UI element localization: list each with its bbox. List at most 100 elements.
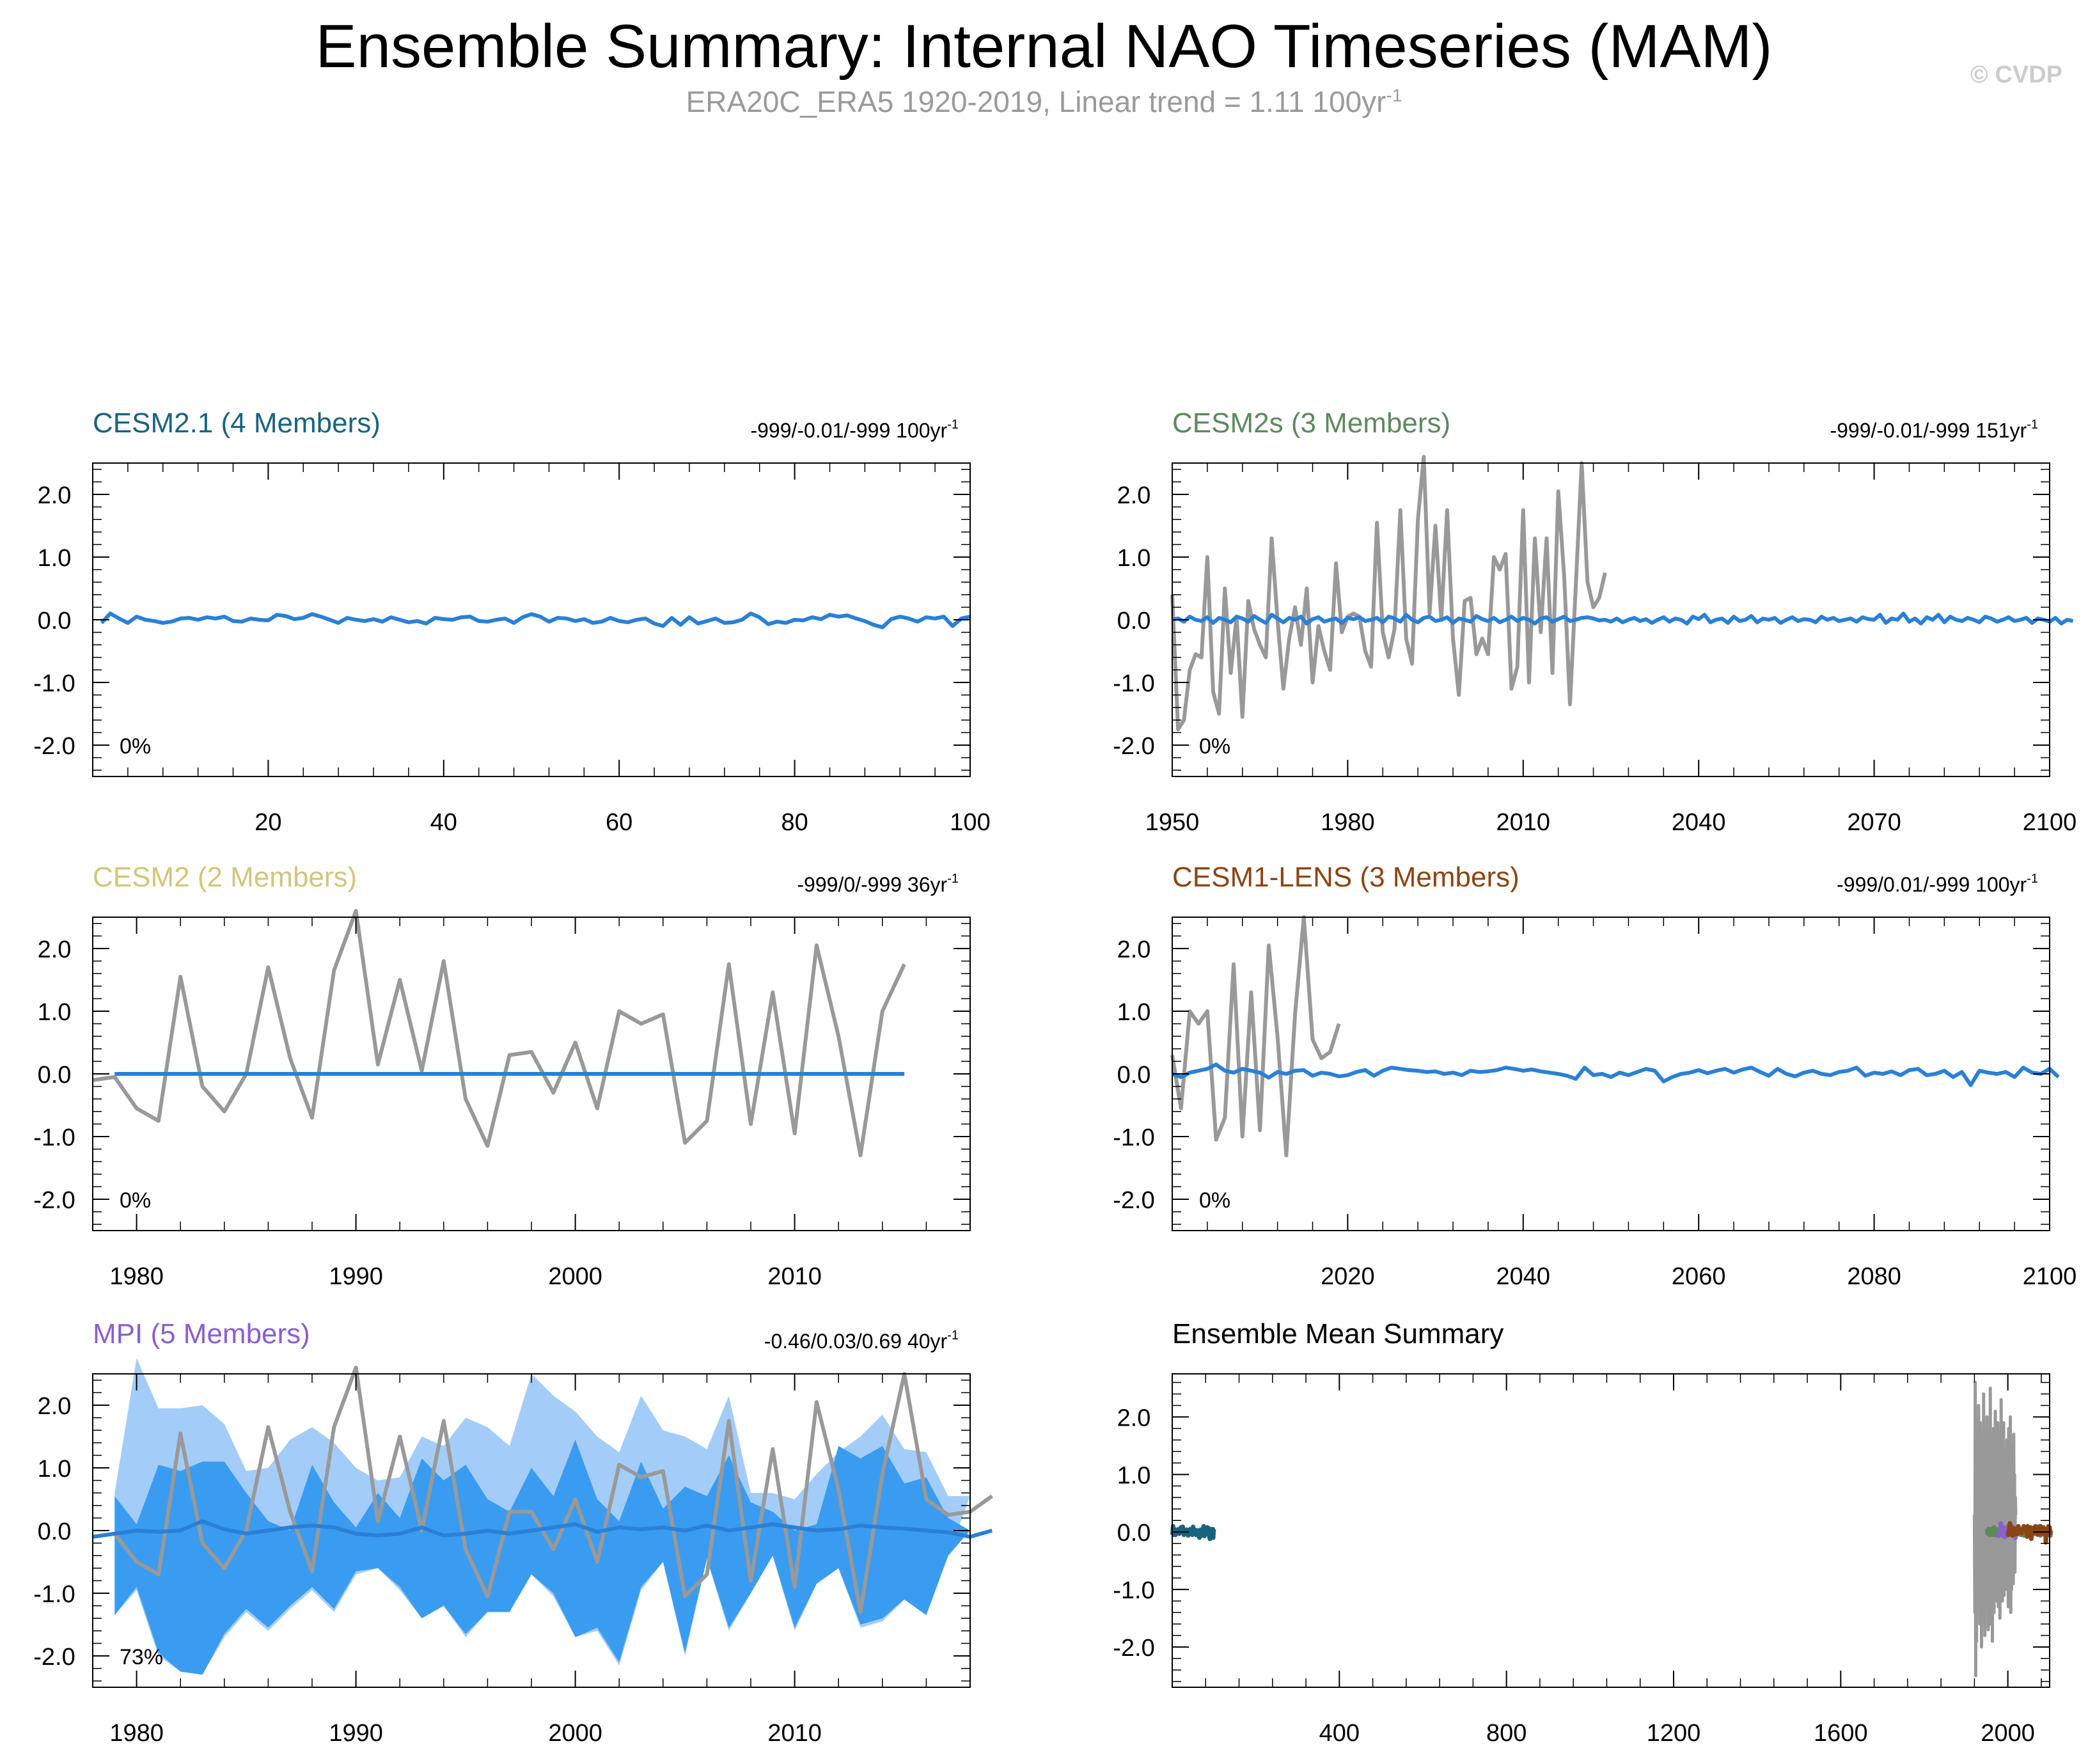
cesm21-title: CESM2.1 (4 Members) bbox=[93, 407, 381, 439]
summary-panel bbox=[1170, 1373, 2053, 1688]
cesm21-ytick-label: 0.0 bbox=[38, 608, 72, 634]
cesm2s-xtick-label: 2040 bbox=[1672, 809, 1726, 836]
summary-xtick-label: 2000 bbox=[1981, 1720, 2035, 1747]
cesm2s-ytick-label: 1.0 bbox=[1117, 545, 1151, 572]
mpi-ensemble-mean-line bbox=[92, 1519, 993, 1539]
cesm1-panel bbox=[1170, 915, 2060, 1231]
summary-ytick-label: -2.0 bbox=[1113, 1635, 1154, 1662]
page-title: Ensemble Summary: Internal NAO Timeserie… bbox=[315, 12, 1773, 81]
summary-ytick-label: -1.0 bbox=[1113, 1577, 1154, 1604]
cesm2-ytick-label: 0.0 bbox=[38, 1062, 72, 1089]
cesm2s-xtick-label: 2070 bbox=[1847, 809, 1901, 836]
cesm2s-title: CESM2s (3 Members) bbox=[1172, 407, 1450, 439]
cesm21-xtick-label: 100 bbox=[950, 809, 990, 836]
cesm1-percent-label: 0% bbox=[1199, 1188, 1230, 1213]
cesm2s-ytick-label: -1.0 bbox=[1113, 670, 1154, 697]
cesm2s-xtick-label: 2010 bbox=[1496, 809, 1551, 836]
cesm2s-xtick-label: 2100 bbox=[2023, 809, 2077, 836]
cesm2-xtick-label: 1990 bbox=[329, 1263, 383, 1290]
cesm1-ensemble-mean-line bbox=[1171, 1062, 2060, 1087]
cesm2s-panel bbox=[1170, 455, 2074, 777]
cesm2-trend-main: -999/0/-999 36yr bbox=[797, 873, 947, 896]
cesm1-ytick-label: 0.0 bbox=[1117, 1062, 1151, 1089]
cesm2-ytick-label: 1.0 bbox=[38, 999, 72, 1026]
mpi-xtick-label: 2000 bbox=[548, 1720, 602, 1747]
cesm2-xtick-label: 2000 bbox=[548, 1263, 602, 1290]
cesm21-trend-text: -999/-0.01/-999 100yr-1 bbox=[750, 418, 959, 442]
cesm1-ytick-label: -2.0 bbox=[1113, 1187, 1154, 1214]
mpi-xtick-label: 1990 bbox=[329, 1720, 383, 1747]
subtitle-superscript: -1 bbox=[1386, 85, 1402, 106]
cesm1-ytick-label: -1.0 bbox=[1113, 1124, 1154, 1151]
cesm21-ytick-label: -2.0 bbox=[33, 733, 75, 760]
mpi-ytick-label: -1.0 bbox=[33, 1581, 75, 1608]
cesm2-trend-sup: -1 bbox=[947, 872, 959, 886]
cesm2-title: CESM2 (2 Members) bbox=[93, 862, 357, 893]
cesm21-xtick-label: 40 bbox=[430, 809, 457, 836]
cesm1-ytick-label: 1.0 bbox=[1117, 999, 1151, 1026]
cesm21-trend-main: -999/-0.01/-999 100yr bbox=[750, 419, 947, 442]
mpi-xtick-label: 2010 bbox=[767, 1720, 822, 1747]
cesm2s-trend-main: -999/-0.01/-999 151yr bbox=[1830, 419, 2027, 442]
mpi-ytick-label: 0.0 bbox=[38, 1518, 72, 1545]
summary-series-1 bbox=[1972, 1380, 2018, 1678]
cesm1-xtick-label: 2080 bbox=[1847, 1263, 1901, 1290]
cesm1-frame bbox=[1172, 917, 2050, 1231]
cesm2-obs-line bbox=[92, 909, 906, 1158]
cesm21-trend-sup: -1 bbox=[947, 418, 959, 432]
mpi-percent-label: 73% bbox=[120, 1645, 163, 1669]
cesm2-trend-text: -999/0/-999 36yr-1 bbox=[797, 872, 959, 896]
summary-ytick-label: 2.0 bbox=[1117, 1405, 1151, 1431]
cesm2s-xtick-label: 1980 bbox=[1321, 809, 1375, 836]
cesm2s-ytick-label: 0.0 bbox=[1117, 608, 1151, 634]
cesm1-ytick-label: 2.0 bbox=[1117, 936, 1151, 963]
cvdp-watermark: © CVDP bbox=[1970, 61, 2062, 88]
cesm2-percent-label: 0% bbox=[120, 1188, 151, 1213]
cesm1-trend-text: -999/0.01/-999 100yr-1 bbox=[1837, 872, 2038, 896]
cesm21-panel bbox=[92, 462, 971, 777]
cesm21-percent-label: 0% bbox=[120, 734, 151, 759]
cesm2s-trend-sup: -1 bbox=[2027, 418, 2038, 432]
mpi-panel bbox=[92, 1358, 994, 1688]
cesm2s-ytick-label: -2.0 bbox=[1113, 733, 1154, 760]
mpi-spread-inner bbox=[114, 1439, 970, 1675]
mpi-ytick-label: 1.0 bbox=[38, 1456, 72, 1483]
cesm2-xtick-label: 1980 bbox=[109, 1263, 164, 1290]
cesm21-ensemble-mean-line bbox=[100, 611, 971, 629]
cesm2s-obs-line bbox=[1170, 455, 1607, 732]
summary-ytick-label: 1.0 bbox=[1117, 1462, 1151, 1489]
cesm21-frame bbox=[92, 462, 971, 777]
cesm2-panel bbox=[92, 909, 971, 1231]
cesm21-xtick-label: 60 bbox=[606, 809, 632, 836]
cesm1-xtick-label: 2040 bbox=[1496, 1263, 1551, 1290]
subtitle-text: ERA20C_ERA5 1920-2019, Linear trend = 1.… bbox=[686, 85, 1386, 118]
cesm21-xtick-label: 80 bbox=[781, 809, 808, 836]
cesm1-xtick-label: 2100 bbox=[2023, 1263, 2077, 1290]
summary-xtick-label: 1200 bbox=[1647, 1720, 1701, 1747]
summary-ytick-label: 0.0 bbox=[1117, 1520, 1151, 1547]
summary-xtick-label: 1600 bbox=[1814, 1720, 1868, 1747]
mpi-title: MPI (5 Members) bbox=[93, 1318, 310, 1350]
cesm2-ytick-label: 2.0 bbox=[38, 936, 72, 963]
cesm21-ytick-label: -1.0 bbox=[33, 670, 75, 697]
summary-title: Ensemble Mean Summary bbox=[1172, 1318, 1503, 1350]
cesm1-obs-line bbox=[1170, 915, 1341, 1158]
cesm1-trend-sup: -1 bbox=[2027, 872, 2038, 886]
cesm21-ytick-label: 2.0 bbox=[38, 482, 72, 509]
summary-frame bbox=[1172, 1373, 2050, 1688]
cesm2-ytick-label: -2.0 bbox=[33, 1187, 75, 1214]
cesm1-title: CESM1-LENS (3 Members) bbox=[1172, 862, 1519, 893]
mpi-ytick-label: 2.0 bbox=[38, 1393, 72, 1420]
cesm2s-trend-text: -999/-0.01/-999 151yr-1 bbox=[1830, 418, 2038, 442]
summary-xtick-label: 400 bbox=[1319, 1720, 1360, 1747]
cesm2s-xtick-label: 1950 bbox=[1145, 809, 1200, 836]
mpi-trend-text: -0.46/0.03/0.69 40yr-1 bbox=[764, 1328, 959, 1353]
cesm2s-percent-label: 0% bbox=[1199, 734, 1230, 759]
mpi-xtick-label: 1980 bbox=[109, 1720, 164, 1747]
cesm2-xtick-label: 2010 bbox=[767, 1263, 822, 1290]
summary-series-4 bbox=[2006, 1521, 2053, 1545]
cesm1-xtick-label: 2020 bbox=[1321, 1263, 1375, 1290]
page-subtitle: ERA20C_ERA5 1920-2019, Linear trend = 1.… bbox=[0, 84, 2088, 119]
